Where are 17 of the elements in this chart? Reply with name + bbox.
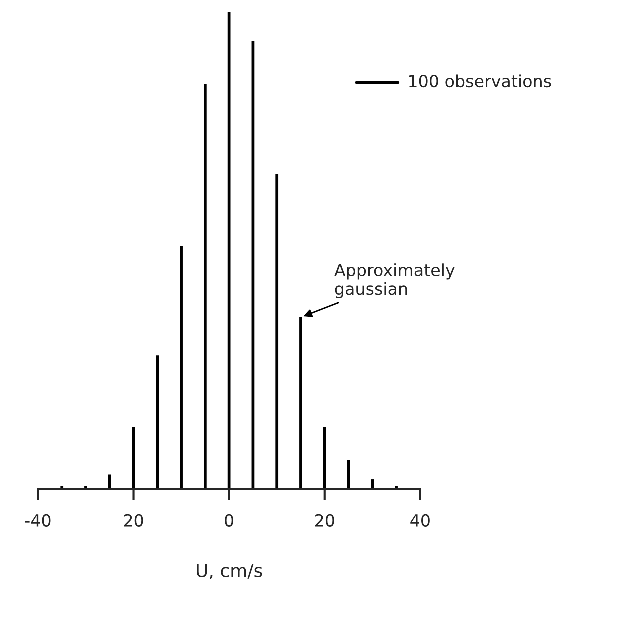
bar xyxy=(371,480,374,490)
annotation: 100 observations xyxy=(410,74,552,88)
bar xyxy=(228,12,231,490)
bar xyxy=(156,356,160,490)
x-tick-label: 20 xyxy=(124,514,144,527)
x-tick-label: 20 xyxy=(315,514,334,527)
bar xyxy=(180,246,183,490)
x-tick-label: 0 xyxy=(225,514,234,527)
x-tick-label: -40 xyxy=(25,514,51,527)
bar xyxy=(108,474,112,490)
bar xyxy=(204,84,207,490)
x-tick-label: 40 xyxy=(410,514,430,527)
annotation: Approximately gaussian xyxy=(334,264,455,298)
x-axis-title: U, cm/s xyxy=(197,564,262,580)
bar xyxy=(300,318,302,490)
bar xyxy=(276,174,279,490)
bar xyxy=(323,427,326,490)
